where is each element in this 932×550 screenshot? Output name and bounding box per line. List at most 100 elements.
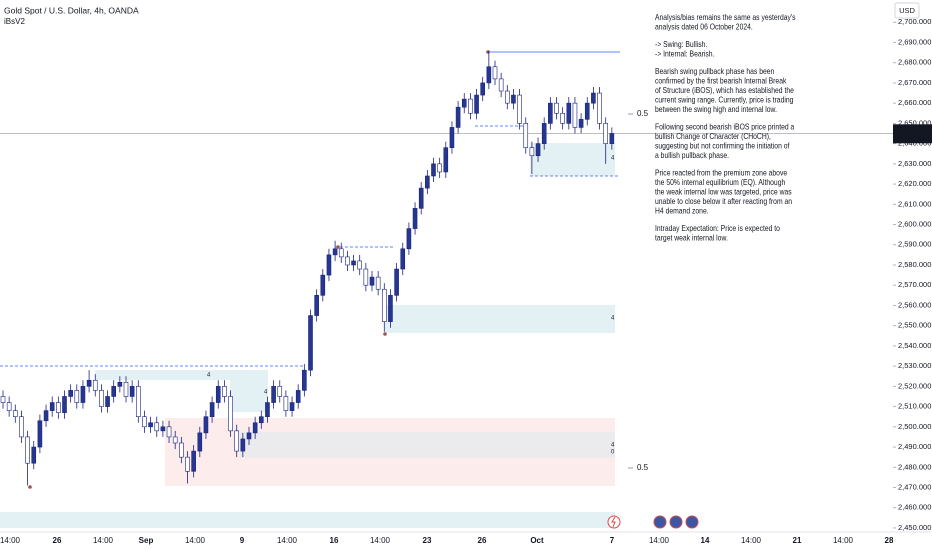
x-tick-label: Sep xyxy=(139,536,154,545)
candle-body xyxy=(62,396,67,413)
candle-body xyxy=(480,82,486,96)
y-tick-label: 2,470.000 xyxy=(898,482,931,491)
candle-body xyxy=(209,402,215,417)
y-tick-label: 2,670.000 xyxy=(898,78,931,87)
note-line: Price reacted from the premium zone abov… xyxy=(655,168,787,178)
y-tick-label: 2,580.000 xyxy=(898,260,931,269)
candle-body xyxy=(117,382,123,387)
candle-body xyxy=(240,438,246,452)
note-line: analysis dated 06 October 2024. xyxy=(655,22,753,32)
candle-body xyxy=(314,295,319,316)
y-tick-label: 2,490.000 xyxy=(898,442,931,451)
candle-body xyxy=(492,66,498,80)
event-flag[interactable] xyxy=(685,515,699,529)
candle-body xyxy=(554,102,559,114)
candle-body xyxy=(148,422,153,428)
candle-body xyxy=(197,432,203,452)
candle-body xyxy=(535,143,541,157)
candle-body xyxy=(468,98,473,114)
candle-body xyxy=(68,390,73,397)
y-tick-label: 2,610.000 xyxy=(898,199,931,208)
x-tick-label: 14:00 xyxy=(185,536,206,545)
candle-body xyxy=(363,268,369,286)
candle-body xyxy=(326,254,332,276)
swing-marker xyxy=(486,50,490,54)
x-tick-label: 14:00 xyxy=(649,536,670,545)
x-tick-label: 14:00 xyxy=(833,536,854,545)
y-tick-label: 2,590.000 xyxy=(898,240,931,249)
candle-body xyxy=(142,416,147,428)
candle-body xyxy=(584,102,590,120)
note-line: Intraday Expectation: Price is expected … xyxy=(655,224,780,234)
candle-body xyxy=(277,386,283,397)
candle-body xyxy=(406,228,412,250)
y-tick-label: 2,520.000 xyxy=(898,381,931,390)
candle-body xyxy=(455,106,461,128)
candle-body xyxy=(136,386,141,417)
candle-body xyxy=(0,396,6,403)
candle-body xyxy=(166,426,172,438)
candle-body xyxy=(265,402,270,417)
candle-body xyxy=(345,256,350,266)
candle-body xyxy=(111,386,116,397)
candle-body xyxy=(31,446,37,464)
note-line: Analysis/bias remains the same as yester… xyxy=(655,13,796,23)
y-axis: 2,450.000 2,460.000 2,470.000 2,480.000 2,49… xyxy=(893,17,932,532)
x-tick-label: 26 xyxy=(53,536,62,545)
candle-body xyxy=(375,276,381,290)
currency-button[interactable] xyxy=(894,2,920,19)
event-flag[interactable] xyxy=(669,515,683,529)
event-icon-bolt xyxy=(611,516,616,528)
x-tick-label: 7 xyxy=(610,536,615,545)
x-axis: 14:00 26 14:00 Sep 14:00 9 14:00 16 14:00 23 26 Oct… xyxy=(0,536,894,545)
candle-body xyxy=(56,402,61,413)
candle-body xyxy=(160,426,166,432)
candle-body xyxy=(425,175,430,189)
candle-body xyxy=(154,422,160,432)
note-line: unable to close below it after reacting … xyxy=(655,197,792,207)
y-tick-label: 2,660.000 xyxy=(898,98,931,107)
note-line: -> Swing: Bullish. xyxy=(655,40,707,50)
candle-body xyxy=(283,396,289,411)
eq-label: 0.5 xyxy=(637,109,649,118)
x-tick-label: 14 xyxy=(701,536,710,545)
y-tick-label: 2,680.000 xyxy=(898,58,931,67)
candle-body xyxy=(234,430,239,452)
zone-label: 4 xyxy=(611,156,615,162)
y-tick-label: 2,690.000 xyxy=(898,37,931,46)
candle-body xyxy=(49,402,55,411)
candle-body xyxy=(271,386,276,403)
x-tick-label: 14:00 xyxy=(277,536,298,545)
note-line: -> Internal: Bearish. xyxy=(655,49,714,59)
candle-body xyxy=(185,456,190,472)
note-line: target weak internal low. xyxy=(655,233,728,243)
note-line: Bearish swing pullback phase has been xyxy=(655,67,774,77)
candle-body xyxy=(74,390,80,403)
candle-body xyxy=(591,92,596,104)
zone-label: 4 xyxy=(611,443,615,449)
zone xyxy=(0,512,615,528)
x-tick-label: 14:00 xyxy=(93,536,114,545)
candle-body xyxy=(308,315,313,371)
candle-body xyxy=(320,274,326,296)
candle-body xyxy=(179,442,184,458)
candle-body xyxy=(252,422,258,434)
candle-body xyxy=(437,163,442,173)
candle-body xyxy=(578,119,584,128)
price-axis xyxy=(893,0,932,532)
candle-body xyxy=(37,420,43,448)
y-tick-label: 2,630.000 xyxy=(898,159,931,168)
event-flag[interactable] xyxy=(653,515,667,529)
candle-body xyxy=(412,208,418,229)
candle-body xyxy=(449,127,455,148)
candle-body xyxy=(302,369,307,391)
candle-body xyxy=(461,98,467,108)
zone-label: 0 xyxy=(611,450,615,456)
zone-label: 4 xyxy=(264,390,268,396)
x-tick-label: 14:00 xyxy=(741,536,762,545)
candle-body xyxy=(123,382,129,397)
eq-label: 0.5 xyxy=(637,463,649,472)
candle-body xyxy=(548,102,553,124)
candle-body xyxy=(474,94,479,114)
candle-body xyxy=(105,396,110,407)
